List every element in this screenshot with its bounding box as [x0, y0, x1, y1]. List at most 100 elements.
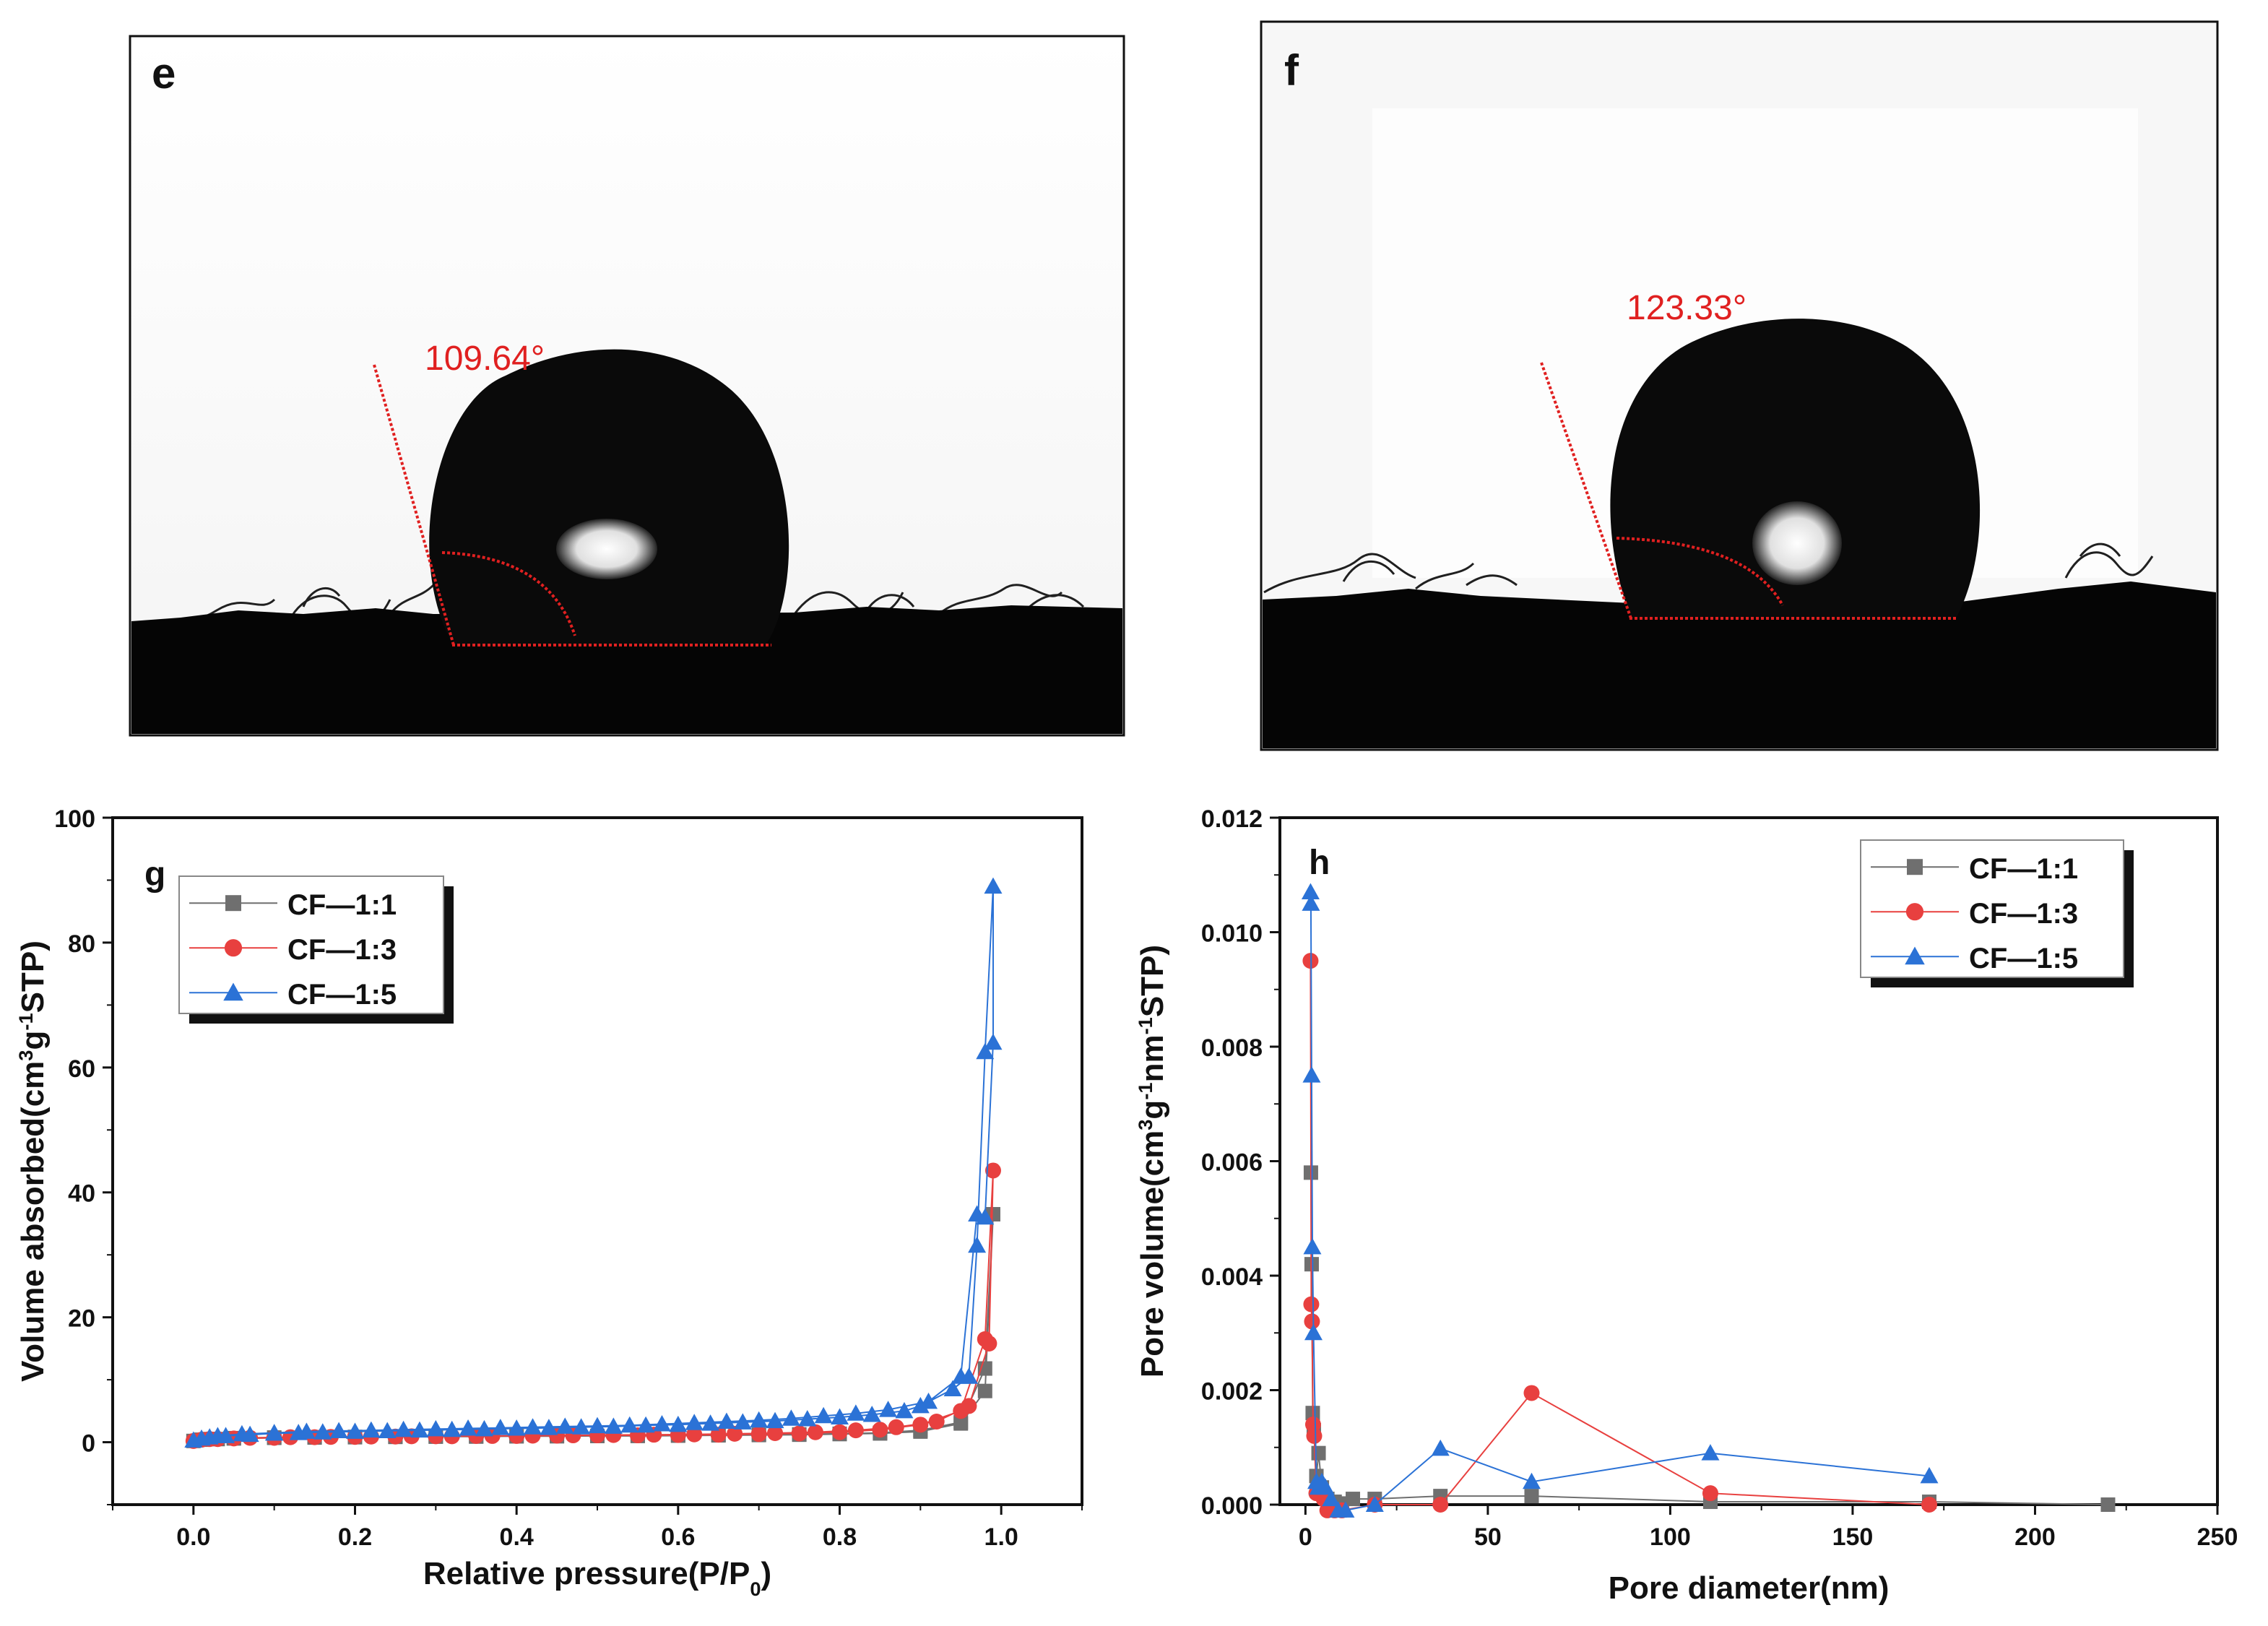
data-point — [847, 1404, 865, 1421]
y-axis-title: Pore volume(cm3g-1nm-1STP) — [1134, 945, 1171, 1378]
panel-e-angle-arc — [441, 551, 576, 636]
data-point — [1702, 1485, 1718, 1502]
data-point — [814, 1406, 833, 1424]
data-point — [1322, 1489, 1341, 1507]
legend-marker — [223, 982, 243, 1001]
data-point — [798, 1410, 817, 1427]
data-point — [394, 1420, 413, 1437]
data-point — [981, 1335, 997, 1352]
panel-e-angle-label: 109.64° — [425, 340, 545, 378]
data-point — [378, 1422, 397, 1438]
data-point — [265, 1424, 284, 1440]
legend-label: CF—1:3 — [287, 934, 397, 966]
data-point — [953, 1414, 969, 1430]
data-point — [1336, 1501, 1355, 1518]
y-tick-label: 20 — [68, 1305, 95, 1333]
panel-f-droplet — [1610, 319, 1981, 618]
data-point — [540, 1419, 558, 1435]
legend-marker — [1905, 946, 1925, 965]
panel-f-angle-label: 123.33° — [1627, 289, 1747, 327]
legend-marker — [1905, 903, 1924, 921]
legend-marker — [1907, 859, 1923, 875]
data-point — [208, 1427, 227, 1443]
x-tick-label: 0 — [1299, 1523, 1312, 1551]
data-point — [911, 1396, 930, 1414]
series-line — [1310, 891, 1930, 1511]
data-point — [2100, 1497, 2116, 1512]
x-tick-label: 150 — [1832, 1523, 1874, 1551]
data-point — [475, 1419, 493, 1437]
panel-e-droplet — [429, 349, 789, 645]
data-point — [1701, 1444, 1720, 1461]
data-point — [1303, 1296, 1320, 1313]
data-point — [1920, 1466, 1939, 1484]
data-point — [976, 1042, 995, 1060]
y-tick-label: 0.006 — [1201, 1149, 1263, 1177]
data-point — [717, 1412, 736, 1430]
panel-e-tangent-line — [373, 364, 455, 646]
x-tick-label: 250 — [2197, 1523, 2238, 1551]
data-point — [919, 1392, 938, 1409]
series-line — [193, 1170, 994, 1442]
legend: CF—1:1 CF—1:3 CF—1:5 — [178, 875, 454, 1024]
x-tick-label: 0.0 — [176, 1523, 210, 1551]
data-point — [984, 1033, 1003, 1050]
data-point — [750, 1426, 767, 1443]
data-point — [984, 1162, 1001, 1179]
data-point — [1302, 894, 1320, 911]
data-point — [491, 1419, 510, 1435]
x-tick-label: 0.4 — [500, 1523, 534, 1551]
panel-e-substrate — [131, 605, 1122, 734]
data-point — [669, 1415, 688, 1432]
data-point — [620, 1416, 639, 1433]
chart-h: 0 50 100 150 200 250 0.000 0.002 0.004 0.006 0.008… — [1134, 805, 2238, 1606]
data-point — [1303, 1237, 1322, 1255]
y-tick-label: 0.002 — [1201, 1378, 1263, 1406]
x-tick-label: 0.6 — [661, 1523, 695, 1551]
data-point — [443, 1420, 462, 1437]
data-point — [459, 1419, 477, 1436]
data-point — [1306, 1427, 1323, 1444]
x-tick-label: 0.2 — [338, 1523, 372, 1551]
data-point — [951, 1367, 970, 1384]
panel-f: f 123.33° — [1260, 20, 2219, 751]
data-point — [977, 1383, 992, 1398]
data-point — [1302, 1066, 1321, 1083]
data-point — [928, 1414, 945, 1430]
data-point — [507, 1419, 526, 1436]
legend-box — [1860, 839, 2124, 978]
data-point — [1432, 1497, 1449, 1513]
data-point — [782, 1409, 800, 1426]
x-tick-label: 200 — [2014, 1523, 2056, 1551]
panel-e-droplet-highlight — [556, 519, 657, 579]
data-point — [847, 1422, 864, 1439]
panel-e-letter: e — [152, 49, 176, 98]
data-point — [831, 1424, 848, 1440]
data-point — [410, 1421, 429, 1438]
data-point — [1304, 1417, 1321, 1433]
y-tick-label: 0.012 — [1201, 805, 1263, 833]
data-point — [750, 1411, 769, 1428]
x-tick-label: 1.0 — [984, 1523, 1018, 1551]
y-tick-label: 100 — [54, 805, 95, 833]
legend-box — [178, 875, 444, 1014]
x-axis-title: Pore diameter(nm) — [1609, 1570, 1890, 1606]
panel-f-angle-arc — [1616, 537, 1784, 606]
data-point — [1523, 1385, 1540, 1401]
legend: CF—1:1 CF—1:3 CF—1:5 — [1860, 839, 2134, 987]
data-point — [685, 1414, 704, 1430]
data-point — [604, 1417, 623, 1434]
series-circle — [1302, 953, 1938, 1518]
data-point — [555, 1417, 574, 1434]
data-point — [346, 1422, 364, 1439]
data-point — [888, 1419, 904, 1435]
y-axis-title: Volume absorbed(cm3g-1STP) — [14, 940, 51, 1382]
data-point — [1316, 1478, 1335, 1495]
data-point — [968, 1236, 987, 1253]
series-line — [193, 1214, 994, 1442]
legend-label: CF—1:1 — [287, 889, 397, 921]
panel-f-substrate — [1263, 581, 2216, 748]
data-point — [710, 1427, 727, 1443]
data-point — [872, 1422, 888, 1438]
data-point — [652, 1414, 671, 1432]
